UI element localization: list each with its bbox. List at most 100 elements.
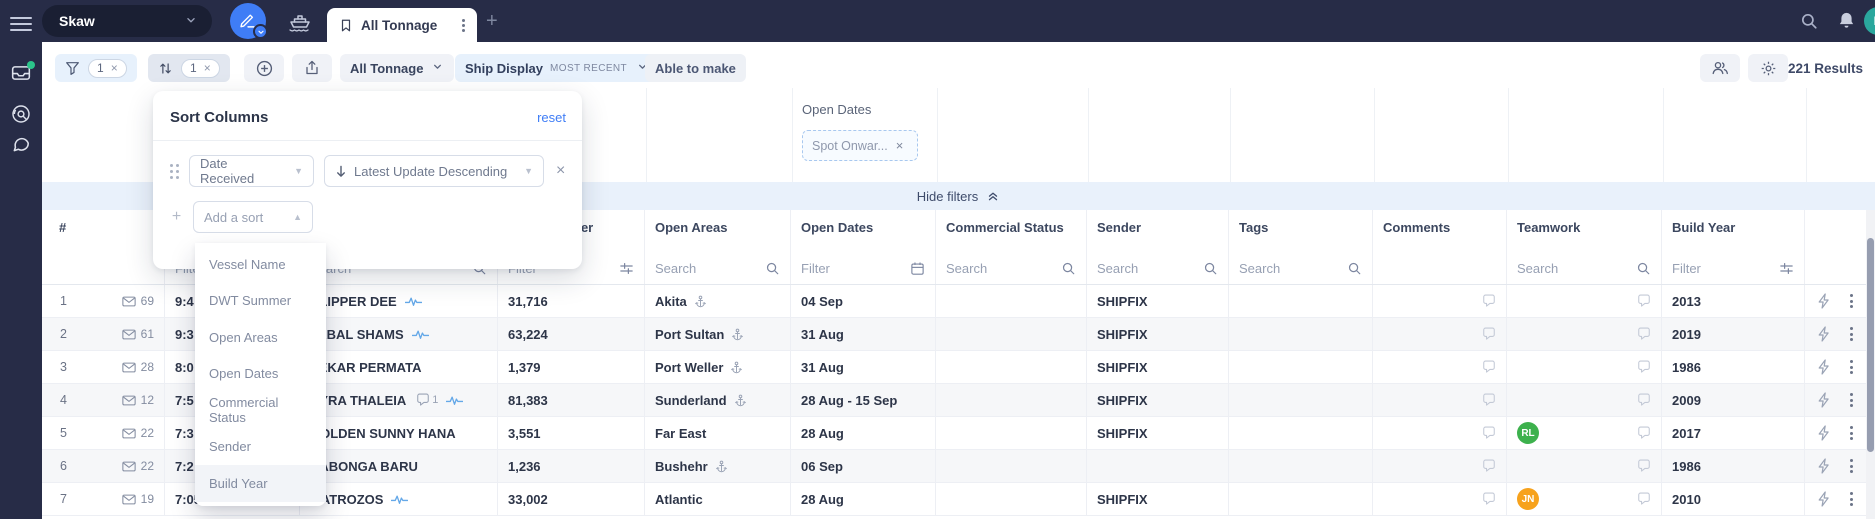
tab-menu-icon[interactable] [458,18,469,32]
comment-bubble-icon[interactable] [1482,459,1496,473]
search-icon[interactable] [1061,261,1076,276]
able-to-make-button[interactable]: Able to make [645,54,746,82]
sort-option[interactable]: Open Areas [209,329,278,345]
comment-bubble-icon[interactable] [1637,360,1651,374]
table-row[interactable]: 2 61 9:3 JABAL SHAMS 63,224 Port Sultan 31 Aug… [42,318,1866,351]
sort-option[interactable]: Commercial Status [209,395,279,426]
filter-input-dates[interactable]: Filter [791,252,936,284]
comment-bubble-icon[interactable] [1482,360,1496,374]
inbox-icon[interactable] [11,64,31,87]
sort-field-select[interactable]: Date Received ▼ [189,155,314,187]
table-row[interactable]: 4 12 7:5 KYRA THALEIA 1 81,383 Sunderland 28 Au… [42,384,1866,417]
row-menu-icon[interactable] [1844,390,1859,410]
sort-option[interactable]: Build Year [195,465,326,502]
comment-bubble-icon[interactable] [1637,393,1651,407]
ship-display-dropdown[interactable]: Ship Display MOST RECENT [455,54,660,82]
filter-input-year[interactable]: Filter [1662,252,1805,284]
sort-option[interactable]: Sender [209,439,251,455]
sort-option[interactable]: DWT Summer [209,293,292,309]
filter-input-teamwork[interactable]: Search [1507,252,1662,284]
row-menu-icon[interactable] [1844,489,1859,509]
notifications-bell-icon[interactable] [1837,11,1856,35]
table-row[interactable]: 3 28 8:0 SEKAR PERMATA 1,379 Port Weller 31 Au… [42,351,1866,384]
comment-bubble-icon[interactable] [1482,294,1496,308]
search-icon[interactable] [1800,12,1818,35]
adjust-icon[interactable] [1779,261,1794,276]
column-header-tags[interactable]: Tags [1229,210,1373,252]
table-row[interactable]: 5 22 7:3 GOLDEN SUNNY HANA 3,551 Far East 28 A… [42,417,1866,450]
add-sort-select[interactable]: Add a sort ▲ [193,201,313,233]
column-header-num[interactable]: # [42,210,165,252]
comment-bubble-icon[interactable] [1482,327,1496,341]
sort-option[interactable]: Vessel Name [209,256,286,272]
calendar-icon[interactable] [910,261,925,276]
lightning-icon[interactable] [1817,458,1831,474]
lightning-icon[interactable] [1817,326,1831,342]
comment-bubble-icon[interactable] [1482,492,1496,506]
filter-input-status[interactable]: Search [936,252,1087,284]
sort-direction-select[interactable]: Latest Update Descending ▼ [324,155,544,187]
filter-input-areas[interactable]: Search [645,252,791,284]
column-header-teamwork[interactable]: Teamwork [1507,210,1662,252]
row-menu-icon[interactable] [1844,357,1859,377]
radar-icon[interactable] [11,104,31,129]
row-menu-icon[interactable] [1844,456,1859,476]
adjust-icon[interactable] [619,261,634,276]
tab-all-tonnage[interactable]: All Tonnage [327,8,477,42]
teamwork-avatar[interactable]: JN [1517,488,1539,510]
filter-input-tags[interactable]: Search [1229,252,1373,284]
new-tab-button[interactable]: + [486,10,498,32]
row-menu-icon[interactable] [1844,423,1859,443]
chat-icon[interactable] [11,135,31,159]
row-menu-icon[interactable] [1844,324,1859,344]
lightning-icon[interactable] [1817,425,1831,441]
comment-bubble-icon[interactable] [1637,459,1651,473]
lightning-icon[interactable] [1817,392,1831,408]
column-header-dates[interactable]: Open Dates [791,210,936,252]
hamburger-menu-icon[interactable] [10,13,32,31]
clear-sort-icon[interactable]: × [203,61,211,75]
export-button[interactable] [292,54,332,82]
comment-bubble-icon[interactable] [1637,294,1651,308]
search-icon[interactable] [1203,261,1218,276]
filter-count-pill[interactable]: 1 × [88,58,127,78]
search-icon[interactable] [1347,261,1362,276]
view-dropdown[interactable]: All Tonnage [340,54,455,82]
column-header-status[interactable]: Commercial Status [936,210,1087,252]
comment-bubble-icon[interactable] [1637,426,1651,440]
filter-chip[interactable]: 1 × [55,54,137,82]
lightning-icon[interactable] [1817,293,1831,309]
teamwork-avatar[interactable]: RL [1517,422,1539,444]
close-icon[interactable]: × [895,138,904,153]
sort-count-pill[interactable]: 1 × [181,58,220,78]
settings-button[interactable] [1748,54,1788,82]
comment-bubble-icon[interactable] [1637,327,1651,341]
lightning-icon[interactable] [1817,491,1831,507]
search-icon[interactable] [765,261,780,276]
open-dates-filter-chip[interactable]: Spot Onwar... × [802,130,918,161]
drag-handle-icon[interactable] [170,163,179,179]
sort-option[interactable]: Open Dates [209,366,279,382]
column-header-comments[interactable]: Comments [1373,210,1507,252]
scrollbar-thumb[interactable] [1867,238,1874,452]
user-avatar[interactable]: D [1864,7,1875,35]
workspace-dropdown[interactable]: Skaw [42,5,212,37]
search-icon[interactable] [1636,261,1651,276]
row-menu-icon[interactable] [1844,291,1859,311]
comment-bubble-icon[interactable] [1482,393,1496,407]
column-header-year[interactable]: Build Year [1662,210,1805,252]
table-row[interactable]: 6 22 7:2 KABONGA BARU 1,236 Bushehr 06 Sep 1986 [42,450,1866,483]
share-users-button[interactable] [1700,54,1740,82]
add-button[interactable] [244,54,284,82]
comment-bubble-icon[interactable] [1482,426,1496,440]
reset-link[interactable]: reset [537,110,566,125]
table-row[interactable]: 1 69 9:4 CLIPPER DEE 31,716 Akita 04 Sep SHIPFI… [42,285,1866,318]
sort-chip[interactable]: 1 × [148,54,230,82]
comment-bubble-icon[interactable] [1637,492,1651,506]
column-header-sender[interactable]: Sender [1087,210,1229,252]
remove-sort-icon[interactable]: × [556,162,566,179]
clear-filter-icon[interactable]: × [110,61,118,75]
lightning-icon[interactable] [1817,359,1831,375]
ship-icon[interactable] [287,9,313,38]
